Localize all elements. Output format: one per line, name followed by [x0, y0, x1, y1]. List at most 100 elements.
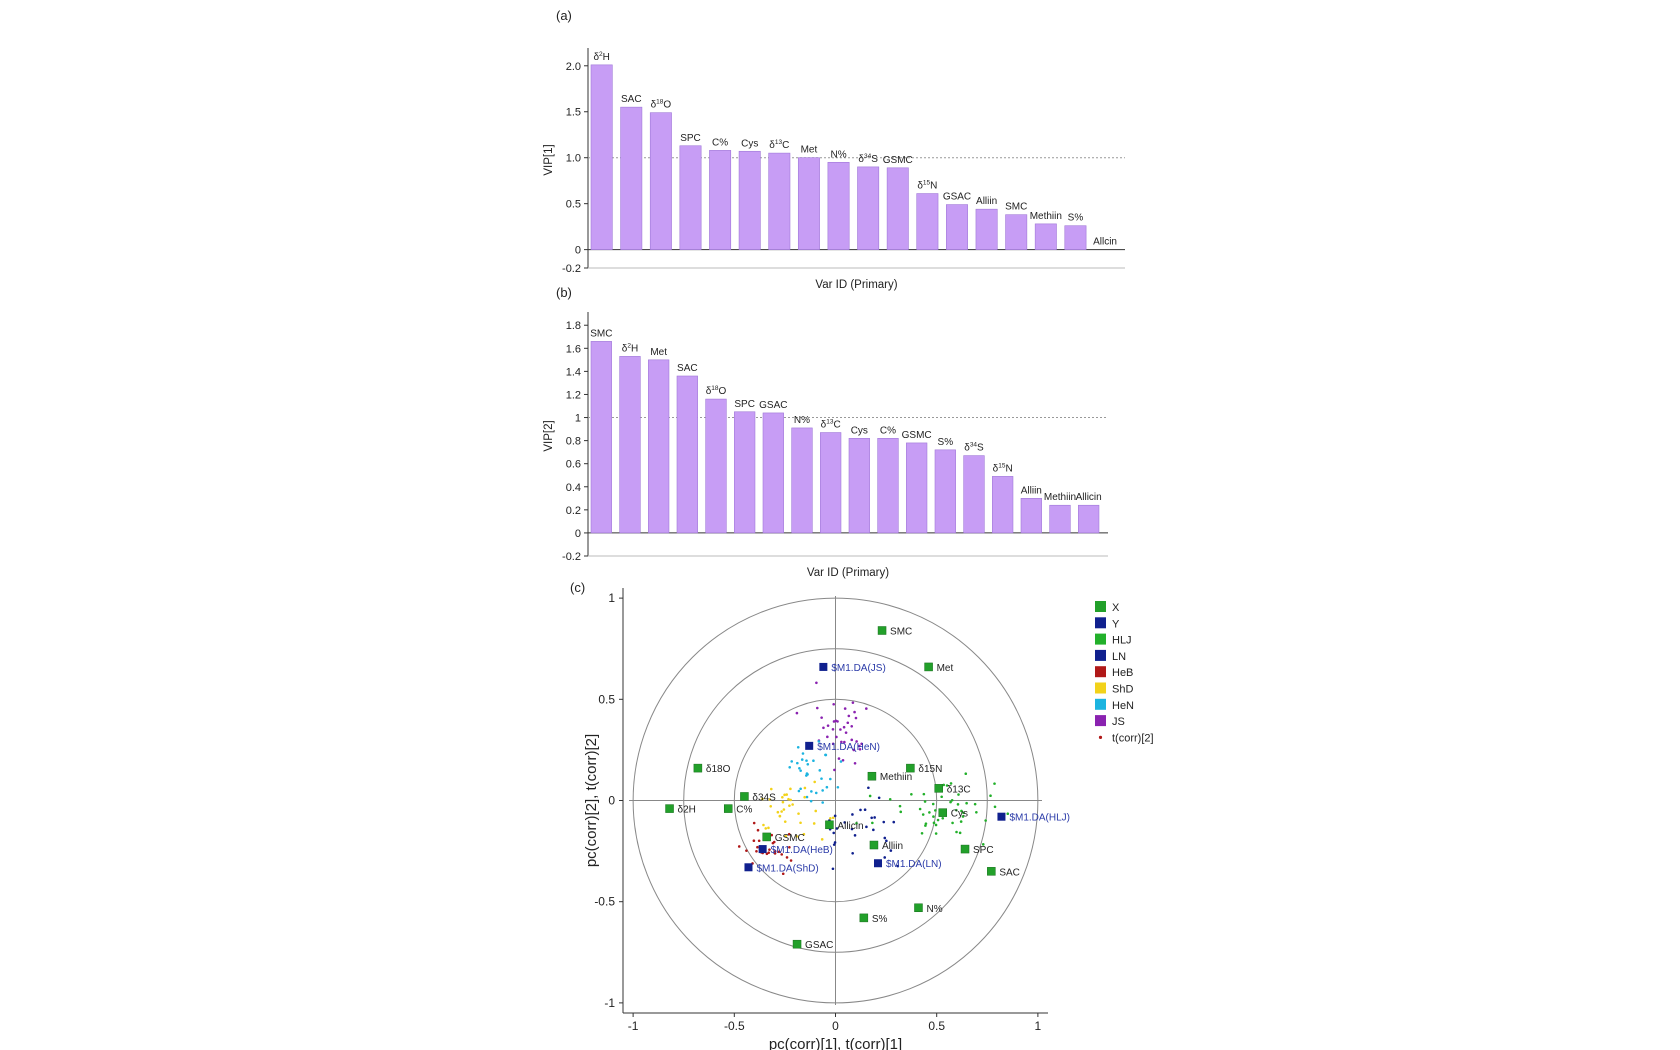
score-point-shd [781, 795, 784, 799]
score-point-hlj [934, 832, 938, 835]
bar [649, 112, 672, 250]
bar-label: δ34S [858, 153, 878, 165]
score-point-hen [824, 753, 827, 757]
bar-label: δ2H [593, 51, 609, 63]
score-point-hlj [965, 801, 968, 805]
score-point-js [826, 724, 830, 727]
score-point-heb [770, 833, 774, 837]
score-point-js [835, 735, 838, 739]
score-point-js [851, 701, 855, 704]
legend-label: HLJ [1112, 635, 1132, 647]
score-point-hlj [928, 811, 931, 814]
x-axis-title: pc(corr)[1], t(corr)[1] [769, 1036, 902, 1050]
score-point-heb [737, 845, 741, 848]
score-point-js [860, 742, 863, 746]
score-point-heb [755, 849, 758, 853]
y-tick-label: -0.2 [562, 551, 581, 563]
y-tick-label: 0.5 [566, 199, 581, 211]
score-point-hlj [941, 816, 945, 820]
score-point-shd [769, 787, 773, 791]
x-axis-title: Var ID (Primary) [807, 567, 889, 579]
score-point-hlj [942, 783, 946, 787]
bar-label: Met [801, 145, 818, 156]
score-point-ln [877, 796, 881, 800]
bar-label: δ18O [706, 385, 727, 397]
legend-label: JS [1112, 716, 1125, 728]
bar-label: Methiin [1044, 492, 1076, 503]
y-variable-marker [758, 845, 767, 854]
bar-label: N% [830, 149, 846, 160]
y-tick-label: 0.6 [566, 459, 581, 471]
bar [762, 412, 784, 534]
x-variable-marker [960, 844, 970, 854]
bar-label: Allcin [1093, 237, 1117, 248]
x-variable-label: δ18O [706, 764, 731, 775]
score-point-js [832, 702, 835, 706]
score-point-js [847, 714, 851, 718]
bar-label: Alliin [976, 196, 997, 207]
score-point-hlj [957, 793, 960, 796]
score-point-heb [752, 821, 756, 825]
y-tick-label: 0 [575, 528, 581, 540]
score-point-hlj [993, 782, 996, 785]
score-point-shd [778, 814, 782, 818]
x-variable-marker [914, 903, 923, 913]
score-point-heb [745, 849, 748, 852]
score-point-shd [783, 793, 786, 797]
y-variable-marker [805, 741, 814, 750]
x-variable-marker [938, 808, 948, 817]
bar-label: δ13C [769, 139, 789, 151]
bar-label: δ15N [993, 462, 1013, 474]
score-point-hlj [934, 823, 938, 827]
bar [906, 442, 928, 534]
x-variable-marker [867, 771, 877, 781]
bar [1005, 214, 1028, 250]
x-variable-label: GSAC [805, 940, 833, 951]
score-point-js [844, 731, 848, 734]
score-point-hlj [975, 810, 978, 814]
legend-swatch [1095, 649, 1106, 661]
score-point-hen [810, 790, 813, 793]
score-point-js [852, 748, 856, 752]
score-point-hlj [949, 782, 953, 785]
score-point-hlj [949, 800, 952, 804]
score-point-shd [785, 793, 788, 796]
score-point-hen [805, 795, 809, 799]
bar [676, 375, 698, 534]
score-point-hlj [868, 794, 872, 798]
panel-label: (b) [556, 285, 572, 300]
x-variable-label: Cys [951, 809, 968, 820]
bar-label: Methiin [1030, 211, 1062, 222]
score-point-heb [781, 872, 785, 876]
score-point-hen [836, 785, 840, 789]
score-point-js [843, 740, 846, 744]
bar-label: SMC [590, 328, 612, 339]
bar [963, 455, 985, 534]
x-variable-marker [934, 784, 943, 793]
bar-label: N% [794, 415, 810, 426]
panel-c-loading-scatter-plot: (c) -1 -0.5 0 0.5 1 -1 -0.5 0 0.5 1 pc(corr)[1], t(… [570, 580, 1154, 1050]
bar-label: GSAC [943, 192, 971, 203]
bar [820, 432, 842, 534]
legend-label: X [1112, 602, 1120, 614]
legend-swatch [1095, 698, 1106, 710]
y-axis-title: pc(corr)[2], t(corr)[2] [583, 734, 600, 867]
x-axis-title: Var ID (Primary) [815, 279, 897, 291]
bar [590, 64, 613, 250]
bar-label: Cys [851, 425, 868, 436]
bar [709, 150, 732, 250]
y-tick-label: 1.4 [566, 366, 581, 378]
y-variable-label: $M1.DA(HeB) [771, 845, 833, 856]
score-point-js [858, 747, 862, 751]
y-variable-label: $M1.DA(LN) [886, 859, 942, 870]
panel-label: (c) [570, 580, 585, 595]
score-point-hlj [959, 820, 963, 823]
y-tick-label: 0.8 [566, 436, 581, 448]
bar [877, 438, 899, 534]
score-point-js [841, 758, 845, 762]
y-axis-title: VIP[2] [543, 420, 555, 451]
y-tick-label: 1.8 [566, 320, 581, 332]
score-point-shd [812, 822, 816, 825]
score-point-ln [851, 851, 854, 855]
score-point-shd [803, 786, 807, 790]
